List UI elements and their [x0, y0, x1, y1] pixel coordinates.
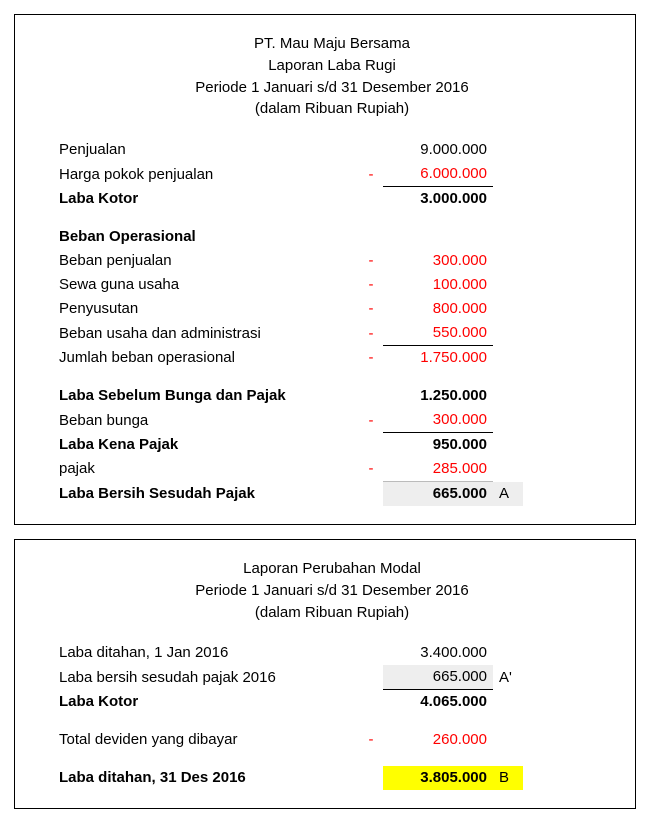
value: 800.000 [383, 297, 493, 321]
row-penjualan: Penjualan 9.000.000 [59, 138, 605, 162]
row-laba-kena-pajak: Laba Kena Pajak 950.000 [59, 433, 605, 457]
value: 300.000 [383, 408, 493, 433]
row-pajak: pajak - 285.000 [59, 457, 605, 481]
equity-statement-panel: Laporan Perubahan Modal Periode 1 Januar… [14, 539, 636, 809]
value: 665.000 [383, 481, 493, 506]
row-hpp: Harga pokok penjualan - 6.000.000 [59, 162, 605, 187]
label: Laba Kotor [59, 187, 359, 211]
value: 665.000 [383, 665, 493, 690]
sign: - [359, 322, 383, 346]
row-subtotal: Laba Kotor 4.065.000 [59, 690, 605, 714]
value: 3.805.000 [383, 766, 493, 790]
sign: - [359, 728, 383, 752]
row-dividen: Total deviden yang dibayar - 260.000 [59, 728, 605, 752]
label: Laba ditahan, 1 Jan 2016 [59, 641, 359, 665]
value: 1.250.000 [383, 384, 493, 408]
income-statement-panel: PT. Mau Maju Bersama Laporan Laba Rugi P… [14, 14, 636, 525]
value: 300.000 [383, 249, 493, 273]
label: Laba Kena Pajak [59, 433, 359, 457]
spacer [59, 370, 605, 384]
sign: - [359, 273, 383, 297]
equity-header: Laporan Perubahan Modal Periode 1 Januar… [59, 558, 605, 623]
row-laba-kotor: Laba Kotor 3.000.000 [59, 187, 605, 211]
value: 260.000 [383, 728, 493, 752]
value: 100.000 [383, 273, 493, 297]
label: pajak [59, 457, 359, 481]
row-section-opex: Beban Operasional [59, 225, 605, 249]
label: Total deviden yang dibayar [59, 728, 359, 752]
row-re-open: Laba ditahan, 1 Jan 2016 3.400.000 [59, 641, 605, 665]
report-period: Periode 1 Januari s/d 31 Desember 2016 [59, 580, 605, 602]
row-jumlah-opex: Jumlah beban operasional - 1.750.000 [59, 346, 605, 370]
value: 4.065.000 [383, 690, 493, 714]
value: 3.000.000 [383, 187, 493, 211]
report-period: Periode 1 Januari s/d 31 Desember 2016 [59, 77, 605, 99]
sign: - [359, 409, 383, 433]
label: Penjualan [59, 138, 359, 162]
label: Laba ditahan, 31 Des 2016 [59, 766, 359, 790]
row-laba-bersih: Laba Bersih Sesudah Pajak 665.000 A [59, 481, 605, 506]
label: Laba Sebelum Bunga dan Pajak [59, 384, 359, 408]
label: Beban Operasional [59, 225, 359, 249]
row-bunga: Beban bunga - 300.000 [59, 408, 605, 433]
row-beban-admin: Beban usaha dan administrasi - 550.000 [59, 321, 605, 346]
note: A [493, 482, 523, 506]
row-penyusutan: Penyusutan - 800.000 [59, 297, 605, 321]
label: Laba Kotor [59, 690, 359, 714]
report-unit: (dalam Ribuan Rupiah) [59, 602, 605, 624]
row-ebit: Laba Sebelum Bunga dan Pajak 1.250.000 [59, 384, 605, 408]
value: 550.000 [383, 321, 493, 346]
value: 950.000 [383, 433, 493, 457]
sign: - [359, 457, 383, 481]
income-header: PT. Mau Maju Bersama Laporan Laba Rugi P… [59, 33, 605, 120]
report-unit: (dalam Ribuan Rupiah) [59, 98, 605, 120]
company-name: PT. Mau Maju Bersama [59, 33, 605, 55]
label: Sewa guna usaha [59, 273, 359, 297]
value: 9.000.000 [383, 138, 493, 162]
sign: - [359, 297, 383, 321]
sign: - [359, 249, 383, 273]
label: Penyusutan [59, 297, 359, 321]
value: 1.750.000 [383, 346, 493, 370]
spacer [59, 752, 605, 766]
report-title: Laporan Perubahan Modal [59, 558, 605, 580]
label: Harga pokok penjualan [59, 163, 359, 187]
note: A' [493, 666, 523, 690]
row-sewa: Sewa guna usaha - 100.000 [59, 273, 605, 297]
note: B [493, 766, 523, 790]
spacer [59, 714, 605, 728]
label: Beban penjualan [59, 249, 359, 273]
label: Beban usaha dan administrasi [59, 322, 359, 346]
report-title: Laporan Laba Rugi [59, 55, 605, 77]
row-re-close: Laba ditahan, 31 Des 2016 3.805.000 B [59, 766, 605, 790]
label: Beban bunga [59, 409, 359, 433]
row-beban-penjualan: Beban penjualan - 300.000 [59, 249, 605, 273]
label: Laba bersih sesudah pajak 2016 [59, 666, 359, 690]
sign: - [359, 163, 383, 187]
value: 285.000 [383, 457, 493, 481]
sign: - [359, 346, 383, 370]
value: 3.400.000 [383, 641, 493, 665]
spacer [59, 211, 605, 225]
row-net-income: Laba bersih sesudah pajak 2016 665.000 A… [59, 665, 605, 690]
label: Jumlah beban operasional [59, 346, 359, 370]
label: Laba Bersih Sesudah Pajak [59, 482, 359, 506]
value: 6.000.000 [383, 162, 493, 187]
